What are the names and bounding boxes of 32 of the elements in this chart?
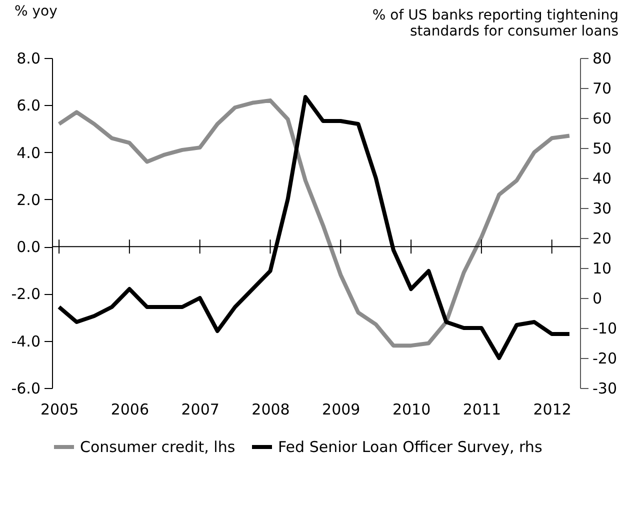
y2-tick-label: -10 — [592, 320, 617, 338]
y-tick-label: 0.0 — [16, 238, 40, 256]
y-tick-label: -2.0 — [11, 285, 40, 304]
x-tick-label: 2012 — [533, 400, 572, 418]
x-tick-label: 2005 — [40, 400, 79, 418]
legend-label: Fed Senior Loan Officer Survey, rhs — [278, 438, 542, 456]
y2-tick-label: 80 — [592, 50, 612, 68]
y-axis-title: % yoy — [14, 4, 58, 20]
x-tick-label: 2009 — [322, 400, 360, 418]
y-tick-label: 6.0 — [16, 96, 40, 115]
y2-axis-title: % of US banks reporting tightening standards for consumer loans — [372, 8, 618, 40]
x-tick-label: 2007 — [181, 400, 220, 418]
y2-tick-label: -30 — [592, 380, 617, 398]
y2-tick-label: 20 — [592, 230, 612, 248]
y2-tick-label: 0 — [592, 290, 602, 308]
y2-tick-label: 10 — [592, 260, 612, 278]
y2-tick-label: 40 — [592, 170, 612, 188]
y-tick-label: 4.0 — [16, 144, 40, 162]
y2-tick-label: 70 — [592, 80, 612, 98]
y2-tick-label: 30 — [592, 200, 612, 218]
y2-tick-label: 60 — [592, 110, 612, 128]
y2-tick-label: -20 — [592, 350, 617, 368]
x-tick-label: 2008 — [252, 400, 290, 418]
y-tick-label: 2.0 — [16, 190, 40, 209]
y2-tick-label: 50 — [592, 140, 612, 158]
x-tick-label: 2010 — [392, 400, 431, 418]
y-tick-label: -4.0 — [11, 332, 40, 350]
legend-label: Consumer credit, lhs — [80, 438, 236, 456]
y-tick-label: 8.0 — [16, 50, 40, 68]
y-tick-label: -6.0 — [11, 380, 40, 398]
x-tick-label: 2006 — [110, 400, 150, 418]
x-tick-label: 2011 — [462, 400, 502, 418]
